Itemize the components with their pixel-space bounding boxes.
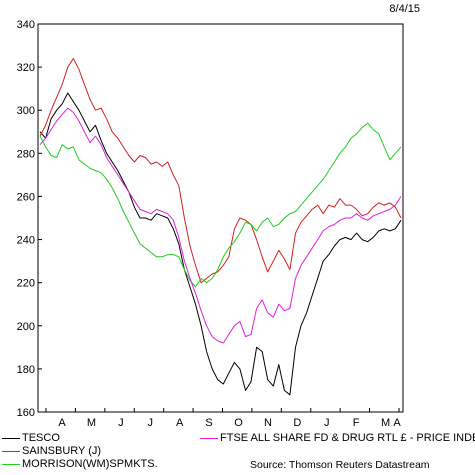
legend-swatch (2, 463, 20, 465)
legend-swatch (2, 450, 20, 452)
y-tick-label: 340 (17, 19, 35, 31)
x-tick-label: O (234, 417, 243, 429)
y-tick-label: 300 (17, 105, 35, 117)
y-tick-label: 280 (17, 148, 35, 160)
x-tick-label: A (176, 417, 184, 429)
y-tick-label: 240 (17, 235, 35, 247)
y-tick-label: 220 (17, 278, 35, 290)
legend-item-tesco: TESCO (2, 432, 60, 444)
x-tick-label: M (381, 417, 390, 429)
legend-label: MORRISON(WM)SPMKTS. (22, 458, 158, 470)
y-tick-label: 260 (17, 191, 35, 203)
y-tick-label: 320 (17, 62, 35, 74)
x-tick-label: S (205, 417, 212, 429)
chart-date: 8/4/15 (389, 3, 420, 15)
source-note: Source: Thomson Reuters Datastream (250, 459, 430, 471)
x-tick-label: J (148, 417, 154, 429)
legend-item-ftse-index: FTSE ALL SHARE FD & DRUG RTL £ - PRICE I… (200, 432, 475, 444)
legend-item-morrison: MORRISON(WM)SPMKTS. (2, 458, 158, 470)
series-line-0 (39, 92, 402, 396)
x-tick-label: A (58, 417, 66, 429)
y-tick-label: 180 (17, 364, 35, 376)
x-tick-label: F (353, 417, 360, 429)
series-line-2 (39, 122, 402, 288)
y-axis: 160 180 200 220 240 260 280 300 320 340 (17, 19, 42, 419)
legend-label: TESCO (22, 432, 60, 444)
x-tick-label: D (293, 417, 301, 429)
legend-swatch (200, 437, 218, 439)
y-tick-label: 200 (17, 321, 35, 333)
x-tick-label: M (87, 417, 96, 429)
series-line-1 (39, 58, 402, 284)
legend-swatch (2, 437, 20, 439)
x-tick-label: J (118, 417, 124, 429)
legend-label: SAINSBURY (J) (22, 445, 102, 457)
x-tick-label: A (393, 417, 401, 429)
legend-item-sainsbury: SAINSBURY (J) (2, 445, 101, 457)
x-tick-label: J (324, 417, 330, 429)
y-tick-label: 160 (17, 407, 35, 419)
x-tick-label: N (264, 417, 272, 429)
legend-label: FTSE ALL SHARE FD & DRUG RTL £ - PRICE I… (220, 432, 475, 444)
series-line-3 (39, 107, 402, 344)
plot-frame (37, 23, 404, 413)
series-lines (39, 58, 402, 396)
